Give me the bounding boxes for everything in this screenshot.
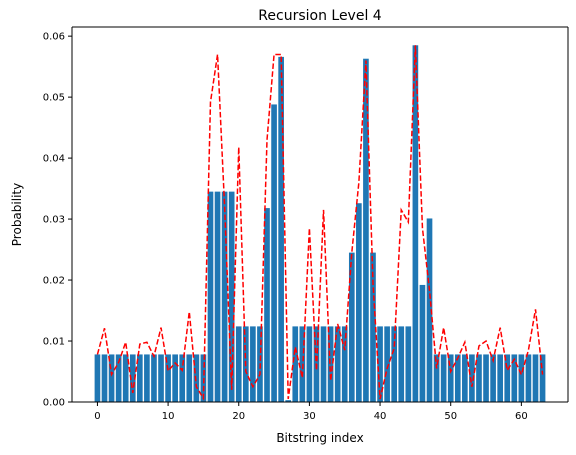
bar <box>525 354 532 402</box>
bar <box>370 252 376 402</box>
plot-area <box>72 27 568 402</box>
bar <box>186 354 193 402</box>
bar <box>101 354 108 402</box>
x-tick-label: 30 <box>303 411 316 422</box>
y-axis-ticks: 0.00 0.01 0.02 0.03 0.04 0.05 0.06 <box>43 32 72 409</box>
bar <box>440 354 447 402</box>
x-tick-label: 60 <box>515 411 528 422</box>
bar <box>405 326 412 402</box>
bar <box>433 354 440 402</box>
chart-title: Recursion Level 4 <box>258 8 382 24</box>
bar <box>363 58 369 403</box>
bar <box>221 191 228 402</box>
bar <box>476 354 482 402</box>
bar <box>454 354 461 402</box>
y-tick-label: 0.01 <box>43 337 65 348</box>
bar <box>129 354 136 402</box>
bar <box>511 354 518 402</box>
bar <box>391 326 398 402</box>
y-tick-label: 0.02 <box>43 276 65 287</box>
y-tick-label: 0.05 <box>43 93 65 104</box>
x-tick-label: 10 <box>162 411 175 422</box>
x-tick-label: 0 <box>94 411 100 422</box>
bar <box>151 354 157 402</box>
line-path <box>96 45 544 401</box>
y-axis-label: Probability <box>10 183 24 246</box>
bar <box>94 354 101 402</box>
y-tick-label: 0.00 <box>43 398 65 409</box>
bar <box>419 284 426 402</box>
bar <box>320 326 327 402</box>
bar <box>214 191 221 402</box>
y-tick-label: 0.03 <box>43 215 65 226</box>
bar <box>539 354 546 402</box>
bar <box>278 56 284 402</box>
bar <box>292 326 299 402</box>
bar <box>532 354 539 402</box>
y-tick-label: 0.04 <box>43 154 65 165</box>
x-tick-label: 40 <box>374 411 387 422</box>
x-tick-label: 50 <box>444 411 457 422</box>
x-tick-label: 20 <box>232 411 245 422</box>
bar <box>144 354 150 402</box>
x-axis-ticks: 0 10 20 30 40 50 60 <box>94 402 528 422</box>
bar <box>483 354 489 402</box>
bar <box>398 326 405 402</box>
bar <box>158 354 164 402</box>
bar <box>235 326 242 402</box>
bar <box>193 354 200 402</box>
bar <box>137 354 143 402</box>
bar <box>504 354 511 402</box>
axes-frame <box>71 26 569 403</box>
bar <box>334 326 341 402</box>
bar <box>341 326 348 402</box>
bar <box>285 400 292 402</box>
x-axis-label: Bitstring index <box>276 431 363 445</box>
bar <box>377 326 383 402</box>
bar <box>172 354 178 402</box>
bar <box>462 354 468 402</box>
bar <box>115 354 122 402</box>
bar <box>250 326 256 402</box>
bar <box>327 326 334 402</box>
bar <box>447 354 454 402</box>
bar <box>165 354 171 402</box>
bar <box>264 208 270 402</box>
bar <box>348 252 355 402</box>
bar <box>412 45 419 402</box>
bar <box>356 203 362 402</box>
bar <box>207 191 214 402</box>
bar <box>228 191 235 402</box>
bar <box>469 354 475 402</box>
bar <box>108 354 115 402</box>
bar <box>490 354 496 402</box>
bar <box>271 104 277 402</box>
bar <box>122 354 129 402</box>
bar <box>518 354 525 402</box>
line-series <box>96 45 544 401</box>
bar <box>497 354 503 402</box>
bar <box>179 354 186 402</box>
bar <box>384 326 390 402</box>
bar <box>306 326 313 402</box>
bar <box>426 218 433 402</box>
y-tick-label: 0.06 <box>43 32 65 43</box>
